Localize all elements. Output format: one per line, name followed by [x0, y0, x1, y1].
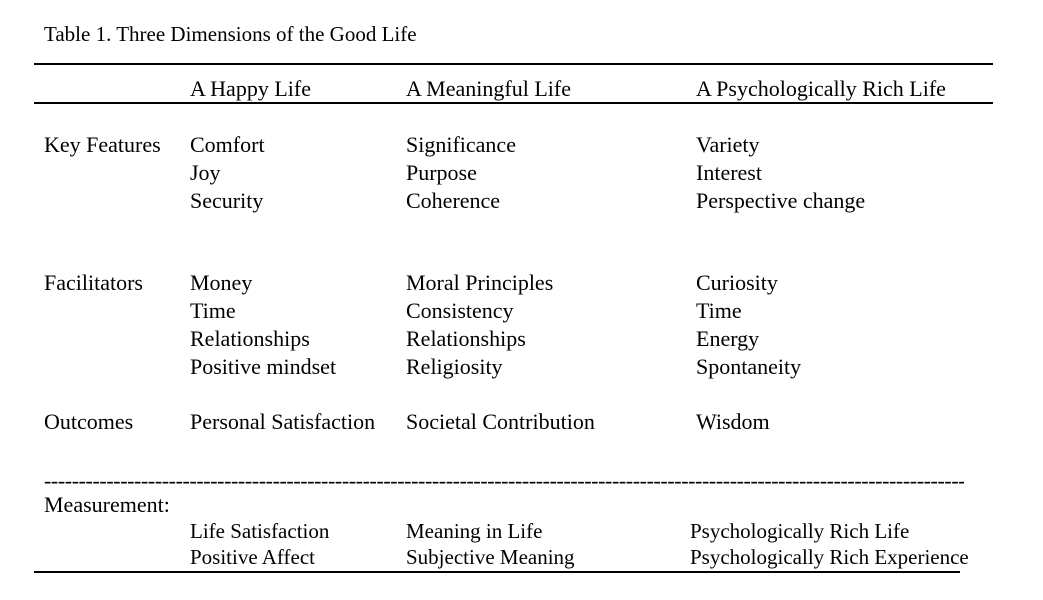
cell-item: Joy: [190, 160, 221, 185]
cell-measurement-happy: Life Satisfaction Positive Affect: [190, 518, 329, 570]
cell-item: Positive mindset: [190, 354, 337, 379]
cell-item: Time: [696, 298, 742, 323]
cell-item: Curiosity: [696, 270, 778, 295]
bottom-rule: [34, 571, 960, 573]
cell-item: Meaning in Life: [406, 519, 543, 543]
cell-key-features-happy: Comfort Joy Security: [190, 131, 265, 215]
cell-item: Psychologically Rich Experience: [690, 545, 969, 569]
cell-item: Security: [190, 188, 264, 213]
cell-key-features-rich: Variety Interest Perspective change: [696, 131, 865, 215]
cell-item: Spontaneity: [696, 354, 802, 379]
cell-item: Psychologically Rich Life: [690, 519, 910, 543]
cell-item: Perspective change: [696, 188, 866, 213]
cell-facilitators-happy: Money Time Relationships Positive mindse…: [190, 269, 336, 381]
cell-facilitators-rich: Curiosity Time Energy Spontaneity: [696, 269, 801, 381]
header-rule: [34, 102, 993, 104]
row-label-measurement: Measurement:: [44, 492, 170, 517]
cell-item: Relationships: [190, 326, 310, 351]
dashed-separator: ----------------------------------------…: [44, 470, 964, 492]
cell-item: Comfort: [190, 132, 265, 157]
cell-measurement-rich: Psychologically Rich Life Psychologicall…: [690, 518, 969, 570]
cell-measurement-meaningful: Meaning in Life Subjective Meaning: [406, 518, 575, 570]
row-label-key-features: Key Features: [44, 132, 161, 157]
cell-item: Variety: [696, 132, 760, 157]
cell-item: Purpose: [406, 160, 477, 185]
column-header-rich: A Psychologically Rich Life: [696, 76, 946, 101]
cell-outcomes-happy: Personal Satisfaction: [190, 409, 376, 434]
cell-item: Interest: [696, 160, 762, 185]
cell-item: Religiosity: [406, 354, 503, 379]
cell-item: Consistency: [406, 298, 514, 323]
cell-facilitators-meaningful: Moral Principles Consistency Relationshi…: [406, 269, 553, 381]
column-header-meaningful: A Meaningful Life: [406, 76, 571, 101]
cell-item: Relationships: [406, 326, 526, 351]
cell-item: Energy: [696, 326, 760, 351]
cell-item: Coherence: [406, 188, 501, 213]
row-label-outcomes: Outcomes: [44, 409, 134, 434]
cell-item: Subjective Meaning: [406, 545, 575, 569]
cell-item: Positive Affect: [190, 545, 316, 569]
column-header-happy: A Happy Life: [190, 76, 311, 101]
row-label-facilitators: Facilitators: [44, 270, 143, 295]
cell-outcomes-rich: Wisdom: [696, 409, 770, 434]
cell-item: Significance: [406, 132, 516, 157]
cell-item: Money: [190, 270, 253, 295]
cell-item: Life Satisfaction: [190, 519, 330, 543]
cell-item: Time: [190, 298, 236, 323]
cell-outcomes-meaningful: Societal Contribution: [406, 409, 595, 434]
cell-item: Moral Principles: [406, 270, 554, 295]
top-rule: [34, 63, 993, 65]
table-caption: Table 1. Three Dimensions of the Good Li…: [44, 22, 417, 46]
cell-key-features-meaningful: Significance Purpose Coherence: [406, 131, 516, 215]
